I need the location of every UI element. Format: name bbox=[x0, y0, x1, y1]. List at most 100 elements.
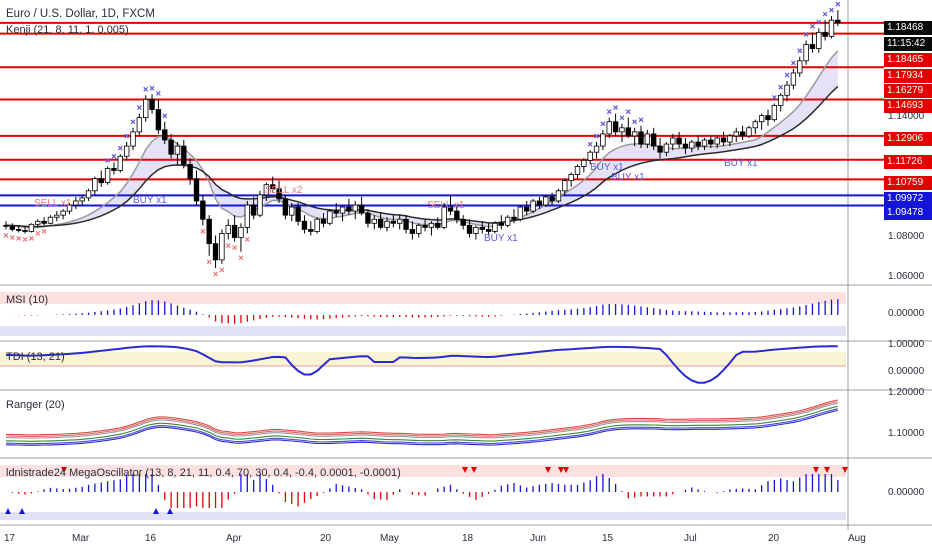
candle-body bbox=[333, 210, 339, 214]
date-label: 20 bbox=[320, 533, 332, 544]
down-arrow-icon bbox=[471, 467, 477, 473]
up-arrow-icon bbox=[19, 508, 25, 514]
candle-body bbox=[314, 218, 320, 232]
candle-body bbox=[600, 133, 606, 147]
candle-body bbox=[435, 222, 441, 228]
candle-body bbox=[574, 166, 581, 175]
sell-marker bbox=[16, 236, 22, 241]
tdi-tick: 0.00000 bbox=[888, 366, 925, 377]
level-tag: 1.12906 bbox=[884, 132, 932, 146]
candle-body bbox=[625, 127, 631, 137]
buy-marker bbox=[606, 109, 612, 115]
candle-body bbox=[441, 206, 447, 228]
candle-body bbox=[9, 225, 16, 230]
sell-marker bbox=[225, 243, 231, 248]
candle-body bbox=[142, 98, 149, 119]
candle-body bbox=[98, 178, 104, 184]
sell-marker bbox=[238, 255, 244, 261]
candle-body bbox=[231, 224, 238, 238]
buy-marker bbox=[803, 32, 809, 37]
date-label: Jul bbox=[684, 533, 697, 544]
msi-label: MSI (10) bbox=[6, 294, 49, 306]
candle-body bbox=[111, 168, 117, 171]
candle-body bbox=[587, 151, 593, 161]
buy-marker bbox=[130, 119, 136, 125]
date-label: Jun bbox=[530, 533, 547, 544]
up-arrow-icon bbox=[167, 508, 173, 514]
candle-body bbox=[708, 139, 714, 145]
candle-body bbox=[670, 137, 676, 145]
candle-body bbox=[701, 139, 708, 147]
sell-marker bbox=[244, 237, 250, 242]
candle-body bbox=[79, 197, 85, 202]
candle-body bbox=[454, 210, 460, 220]
sell-marker bbox=[3, 232, 9, 238]
candle-body bbox=[771, 105, 778, 121]
sell-marker bbox=[232, 245, 238, 251]
candle-body bbox=[193, 178, 200, 202]
kenji-label: Kenji (21, 8, 11, 1, 0.005) bbox=[6, 24, 129, 36]
candle-body bbox=[720, 137, 727, 143]
buy-marker bbox=[111, 153, 117, 159]
sell-marker bbox=[206, 259, 212, 265]
ranger-tick: 1.20000 bbox=[888, 387, 925, 398]
chart-title: Euro / U.S. Dollar, 1D, FXCM bbox=[6, 8, 155, 20]
signal-label: SELL x2 bbox=[265, 185, 303, 196]
tdi-tick: 1.00000 bbox=[888, 339, 925, 350]
candle-body bbox=[327, 210, 333, 224]
candle-body bbox=[301, 220, 308, 230]
level-tag: 1.17934 bbox=[884, 69, 932, 83]
date-label: 15 bbox=[602, 533, 614, 544]
buy-marker bbox=[105, 157, 111, 163]
candle-body bbox=[778, 94, 784, 106]
candle-body bbox=[181, 145, 187, 165]
ranger-line bbox=[5, 405, 838, 442]
date-label: Aug bbox=[848, 533, 866, 544]
signal-label: BUY x1 bbox=[133, 195, 167, 206]
candle-body bbox=[320, 218, 327, 224]
sell-marker bbox=[41, 228, 47, 234]
buy-marker bbox=[124, 133, 130, 139]
candle-body bbox=[727, 135, 733, 143]
up-arrow-icon bbox=[153, 508, 159, 514]
tdi-label: TDI (13, 21) bbox=[6, 351, 65, 363]
candle-body bbox=[371, 218, 377, 224]
candle-body bbox=[289, 206, 295, 216]
candle-body bbox=[479, 226, 485, 230]
candle-body bbox=[460, 218, 466, 226]
buy-marker bbox=[778, 84, 784, 90]
candle-body bbox=[733, 131, 739, 137]
candle-body bbox=[3, 224, 9, 227]
level-tag: 1.16279 bbox=[884, 84, 932, 98]
price-tick: 1.14000 bbox=[888, 111, 925, 122]
candle-body bbox=[352, 204, 358, 212]
candle-body bbox=[187, 163, 193, 180]
candle-body bbox=[263, 184, 270, 196]
candle-body bbox=[238, 226, 244, 238]
candle-body bbox=[346, 206, 352, 212]
candle-body bbox=[682, 143, 689, 149]
msi-band-lower bbox=[0, 326, 846, 336]
candle-body bbox=[784, 84, 790, 96]
candle-body bbox=[149, 98, 155, 110]
candle-body bbox=[612, 121, 619, 133]
signal-label: BUY x1 bbox=[590, 162, 624, 173]
candle-body bbox=[638, 131, 644, 145]
candle-body bbox=[28, 223, 35, 232]
buy-marker bbox=[587, 141, 593, 147]
ranger-tick: 1.10000 bbox=[888, 428, 925, 439]
candle-body bbox=[212, 243, 219, 261]
date-label: 20 bbox=[768, 533, 780, 544]
mega-tick: 0.00000 bbox=[888, 487, 925, 498]
buy-marker bbox=[149, 85, 155, 91]
candle-body bbox=[396, 218, 403, 224]
candle-body bbox=[174, 145, 181, 155]
candle-body bbox=[524, 206, 530, 212]
candle-body bbox=[663, 143, 670, 153]
candle-body bbox=[758, 115, 765, 123]
down-arrow-icon bbox=[545, 467, 551, 473]
candle-body bbox=[555, 190, 562, 202]
date-label: 18 bbox=[462, 533, 474, 544]
buy-marker bbox=[594, 133, 599, 139]
